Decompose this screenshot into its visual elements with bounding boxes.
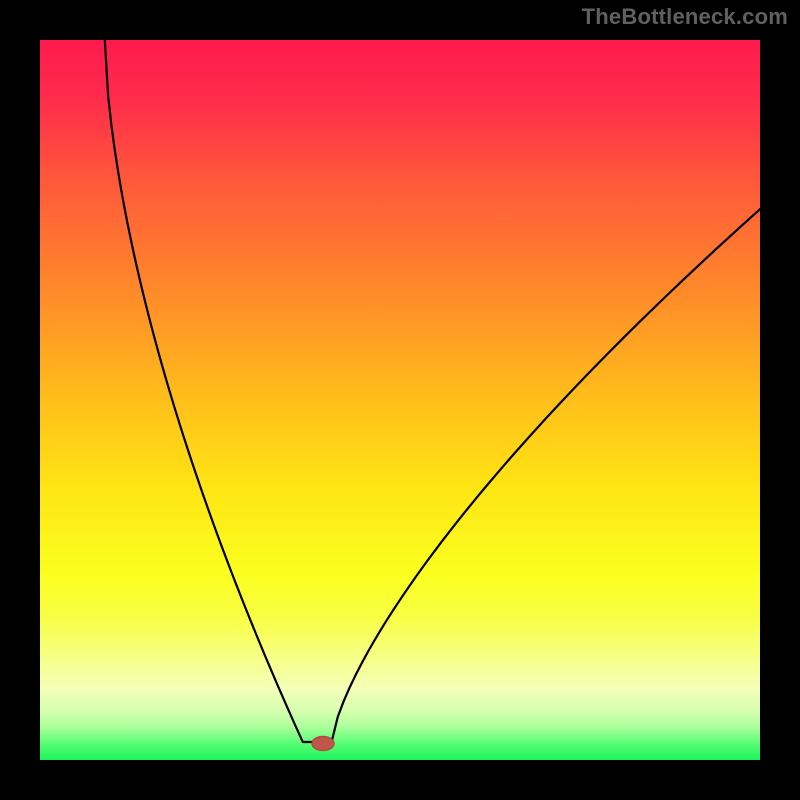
minimum-marker [312,736,334,750]
plot-background [40,40,760,760]
bottleneck-chart [0,0,800,800]
watermark-label: TheBottleneck.com [582,4,788,30]
chart-stage: TheBottleneck.com [0,0,800,800]
